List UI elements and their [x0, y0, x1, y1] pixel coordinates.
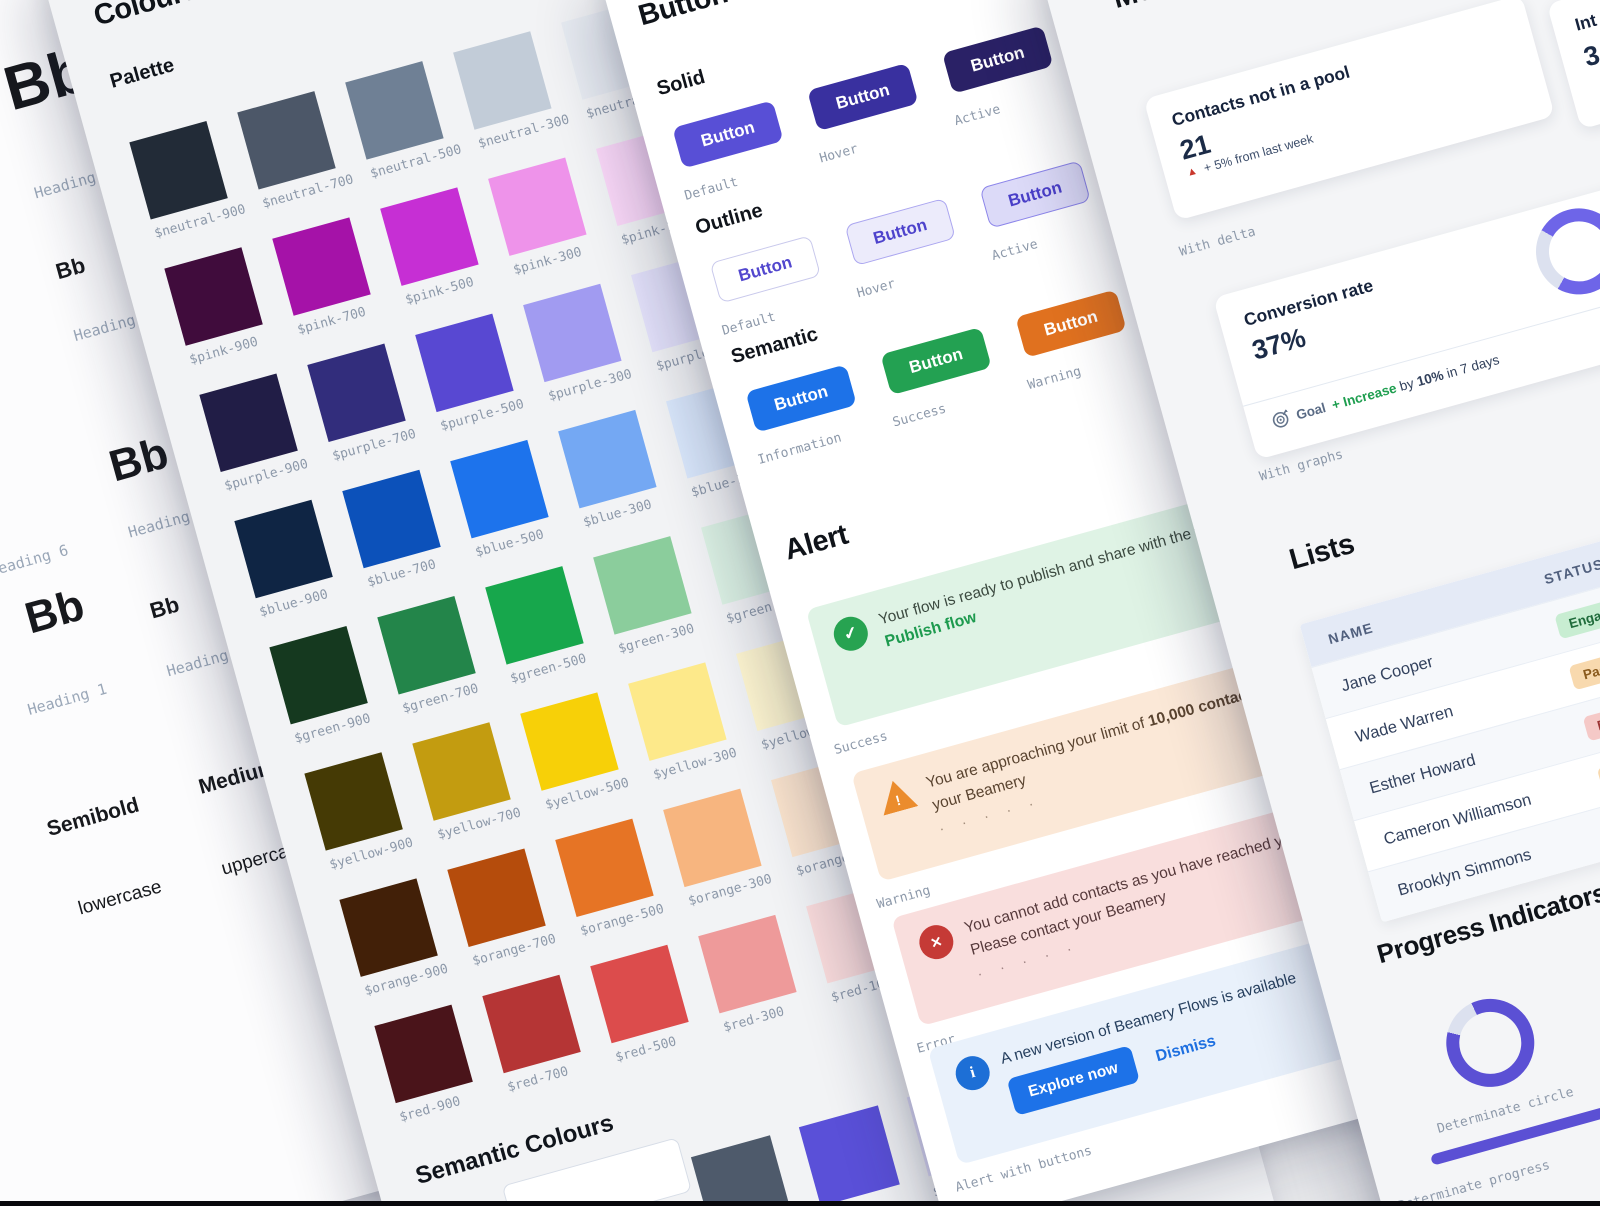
- outline-active-button[interactable]: Button: [979, 160, 1091, 229]
- button-section-label: Outline: [692, 199, 766, 240]
- colour-swatch-purple: [415, 313, 514, 413]
- buttons-title: Buttons: [634, 0, 747, 33]
- determinate-circle-chart: [1436, 988, 1545, 1098]
- solid-default-button[interactable]: Button: [672, 100, 784, 169]
- status-badge: Engaged: [1554, 593, 1600, 639]
- semantic-swatch: [690, 1135, 792, 1206]
- colour-swatch-blue: [558, 409, 657, 509]
- delta-up-icon: ▲: [1185, 164, 1199, 180]
- colour-swatch-blue: [450, 439, 549, 539]
- sem-warning-button[interactable]: Button: [1015, 289, 1127, 358]
- button-state-caption: Success: [891, 401, 948, 431]
- goal-label: Goal: [1294, 399, 1328, 423]
- goal-target-icon: [1272, 409, 1289, 428]
- metric-card-partial[interactable]: Int 3: [1546, 0, 1600, 130]
- type-specimen: Heading 1: [25, 679, 109, 719]
- colour-swatch-purple: [523, 283, 622, 383]
- metrics-sheet: Metric cards Contacts not in a pool 21 ▲…: [1035, 0, 1600, 1206]
- metric-cards-title: Metric cards: [1109, 0, 1278, 16]
- colour-swatch-pink: [272, 217, 371, 316]
- goal-text: + Increase by 10% in 7 days: [1330, 351, 1501, 413]
- button-state-caption: Active: [952, 102, 1003, 130]
- solid-active-button[interactable]: Button: [942, 25, 1054, 94]
- colour-swatch-purple: [199, 373, 298, 472]
- status-cell: Passive: [1568, 645, 1600, 690]
- colour-swatch-yellow: [304, 752, 403, 851]
- button-state-caption: Active: [990, 236, 1040, 264]
- with-delta-caption: With delta: [1177, 224, 1258, 260]
- colour-swatch-orange: [555, 818, 654, 918]
- colour-swatch-blue: [342, 469, 441, 569]
- colour-swatch-blue: [234, 499, 333, 599]
- colour-swatch-pink: [488, 157, 587, 256]
- colour-swatch-pink: [380, 187, 479, 286]
- colour-swatch-neutral: [129, 121, 228, 220]
- info-icon: i: [951, 1052, 994, 1095]
- semantic-swatch: [798, 1105, 900, 1206]
- button-state-caption: Warning: [1026, 364, 1083, 394]
- warning-triangle-icon: !: [875, 776, 918, 815]
- colour-swatch-neutral: [453, 31, 552, 130]
- colour-swatch-purple: [307, 343, 406, 443]
- colour-swatch-orange: [447, 848, 546, 947]
- colour-swatch-red: [698, 914, 797, 1014]
- colour-swatch-orange: [663, 788, 762, 888]
- colours-title: Colours: [90, 0, 202, 33]
- button-state-caption: Information: [756, 430, 844, 468]
- sem-information-button[interactable]: Button: [745, 364, 857, 433]
- status-cell: Engaged: [1554, 593, 1600, 639]
- alert-type-caption: Success: [832, 728, 890, 759]
- colour-swatch-red: [590, 944, 689, 1044]
- colour-swatch-green: [485, 566, 584, 665]
- check-icon: ✓: [829, 612, 872, 655]
- outline-hover-button[interactable]: Button: [844, 197, 956, 267]
- colour-swatch-neutral: [237, 91, 336, 190]
- type-specimen: Bb: [19, 580, 90, 644]
- determinate-progress-caption: Determinate progress: [1396, 1157, 1552, 1206]
- goal-row: Goal + Increase by 10% in 7 days: [1270, 350, 1501, 430]
- partial-card-title: Int: [1572, 9, 1599, 35]
- status-badge: Passive: [1568, 645, 1600, 690]
- button-state-caption: Default: [720, 309, 778, 339]
- error-cross-icon: ✕: [915, 921, 958, 964]
- lists-title: Lists: [1285, 527, 1358, 577]
- type-specimen: Semibold: [44, 793, 142, 841]
- colour-swatch-yellow: [628, 662, 727, 761]
- colour-swatch-green: [269, 625, 368, 725]
- colour-swatch-yellow: [520, 692, 619, 791]
- type-specimen: lowercase: [76, 876, 165, 920]
- colour-swatch-red: [374, 1004, 473, 1104]
- colour-swatch-yellow: [412, 722, 511, 821]
- colour-swatch-red: [482, 974, 581, 1074]
- colour-swatch-orange: [339, 878, 438, 977]
- colour-swatch-green: [377, 596, 476, 695]
- outline-default-button[interactable]: Button: [709, 235, 822, 304]
- palette-subtitle: Palette: [107, 54, 177, 93]
- button-state-caption: Hover: [855, 276, 898, 302]
- colour-swatch-green: [593, 536, 692, 635]
- type-specimen: Bb: [103, 428, 174, 492]
- alert-title: Alert: [781, 518, 852, 567]
- button-section-label: Solid: [654, 65, 708, 101]
- sem-success-button[interactable]: Button: [880, 326, 992, 396]
- type-specimen: Bb: [52, 252, 88, 285]
- metric-card-graph[interactable]: Conversion rate 37% Goal + Increase by 1…: [1213, 183, 1600, 460]
- dismiss-link[interactable]: Dismiss: [1154, 1032, 1218, 1066]
- colour-swatch-neutral: [345, 61, 444, 160]
- metric-card-delta[interactable]: Contacts not in a pool 21 ▲ + 5% from la…: [1143, 0, 1555, 221]
- alert-type-caption: Warning: [875, 883, 933, 913]
- bottom-edge-bar: [0, 1201, 1600, 1206]
- colour-swatch-pink: [164, 247, 263, 346]
- button-state-caption: Hover: [817, 141, 860, 167]
- button-state-caption: Default: [682, 174, 740, 204]
- solid-hover-button[interactable]: Button: [807, 62, 919, 132]
- type-specimen: Bb: [147, 591, 182, 624]
- column-status: STATUS: [1542, 555, 1600, 588]
